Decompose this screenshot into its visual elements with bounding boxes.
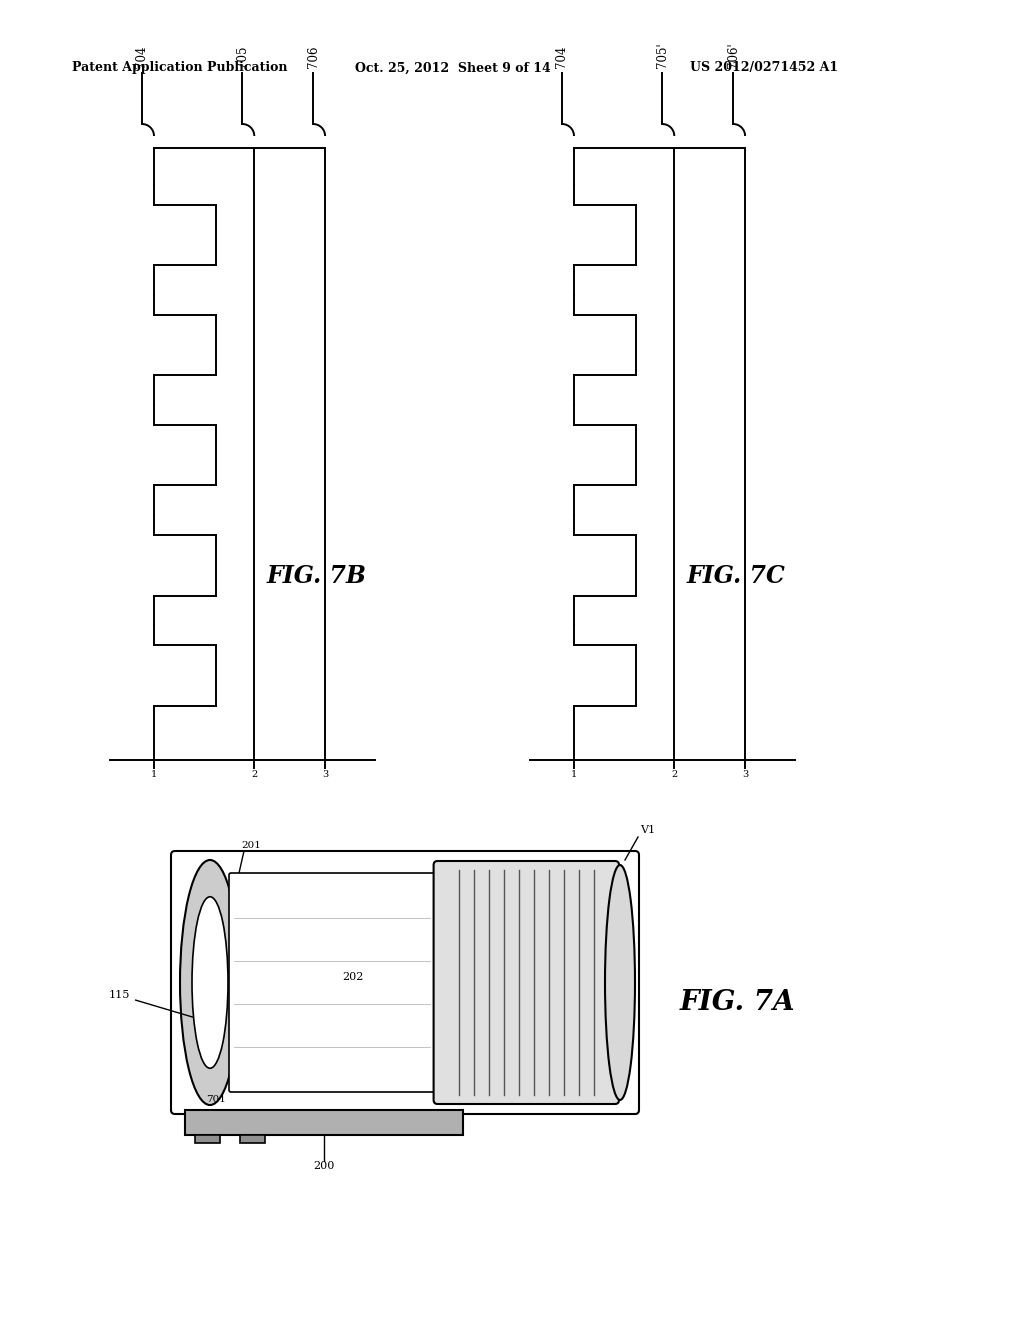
Text: FIG. 7A: FIG. 7A	[680, 989, 796, 1016]
Ellipse shape	[193, 896, 228, 1068]
Text: Oct. 25, 2012  Sheet 9 of 14: Oct. 25, 2012 Sheet 9 of 14	[355, 62, 551, 74]
Text: 3: 3	[322, 770, 329, 779]
Text: US 2012/0271452 A1: US 2012/0271452 A1	[690, 62, 838, 74]
FancyBboxPatch shape	[433, 861, 618, 1104]
Text: 701: 701	[206, 1096, 226, 1104]
Text: 704: 704	[555, 45, 568, 69]
Text: 2: 2	[671, 770, 678, 779]
Text: 706': 706'	[727, 42, 739, 69]
Text: V1: V1	[640, 825, 655, 836]
FancyBboxPatch shape	[171, 851, 639, 1114]
FancyBboxPatch shape	[229, 873, 434, 1092]
Bar	[195, 1135, 220, 1143]
Text: 704: 704	[135, 45, 148, 69]
Text: 705': 705'	[655, 42, 669, 69]
Text: 200: 200	[313, 1162, 335, 1171]
Text: 201: 201	[241, 841, 261, 850]
Text: 706: 706	[306, 45, 319, 69]
FancyBboxPatch shape	[185, 1110, 463, 1135]
Text: 202: 202	[342, 973, 364, 982]
Bar	[240, 1135, 265, 1143]
Text: 705: 705	[236, 45, 249, 69]
Text: Patent Application Publication: Patent Application Publication	[72, 62, 288, 74]
Ellipse shape	[180, 861, 240, 1105]
Text: 1: 1	[151, 770, 157, 779]
Text: 115: 115	[109, 990, 203, 1020]
Text: FIG. 7C: FIG. 7C	[687, 565, 785, 589]
Text: FIG. 7B: FIG. 7B	[266, 565, 367, 589]
Text: 2: 2	[251, 770, 257, 779]
Ellipse shape	[605, 865, 635, 1100]
Text: 1: 1	[570, 770, 578, 779]
Text: 3: 3	[742, 770, 749, 779]
